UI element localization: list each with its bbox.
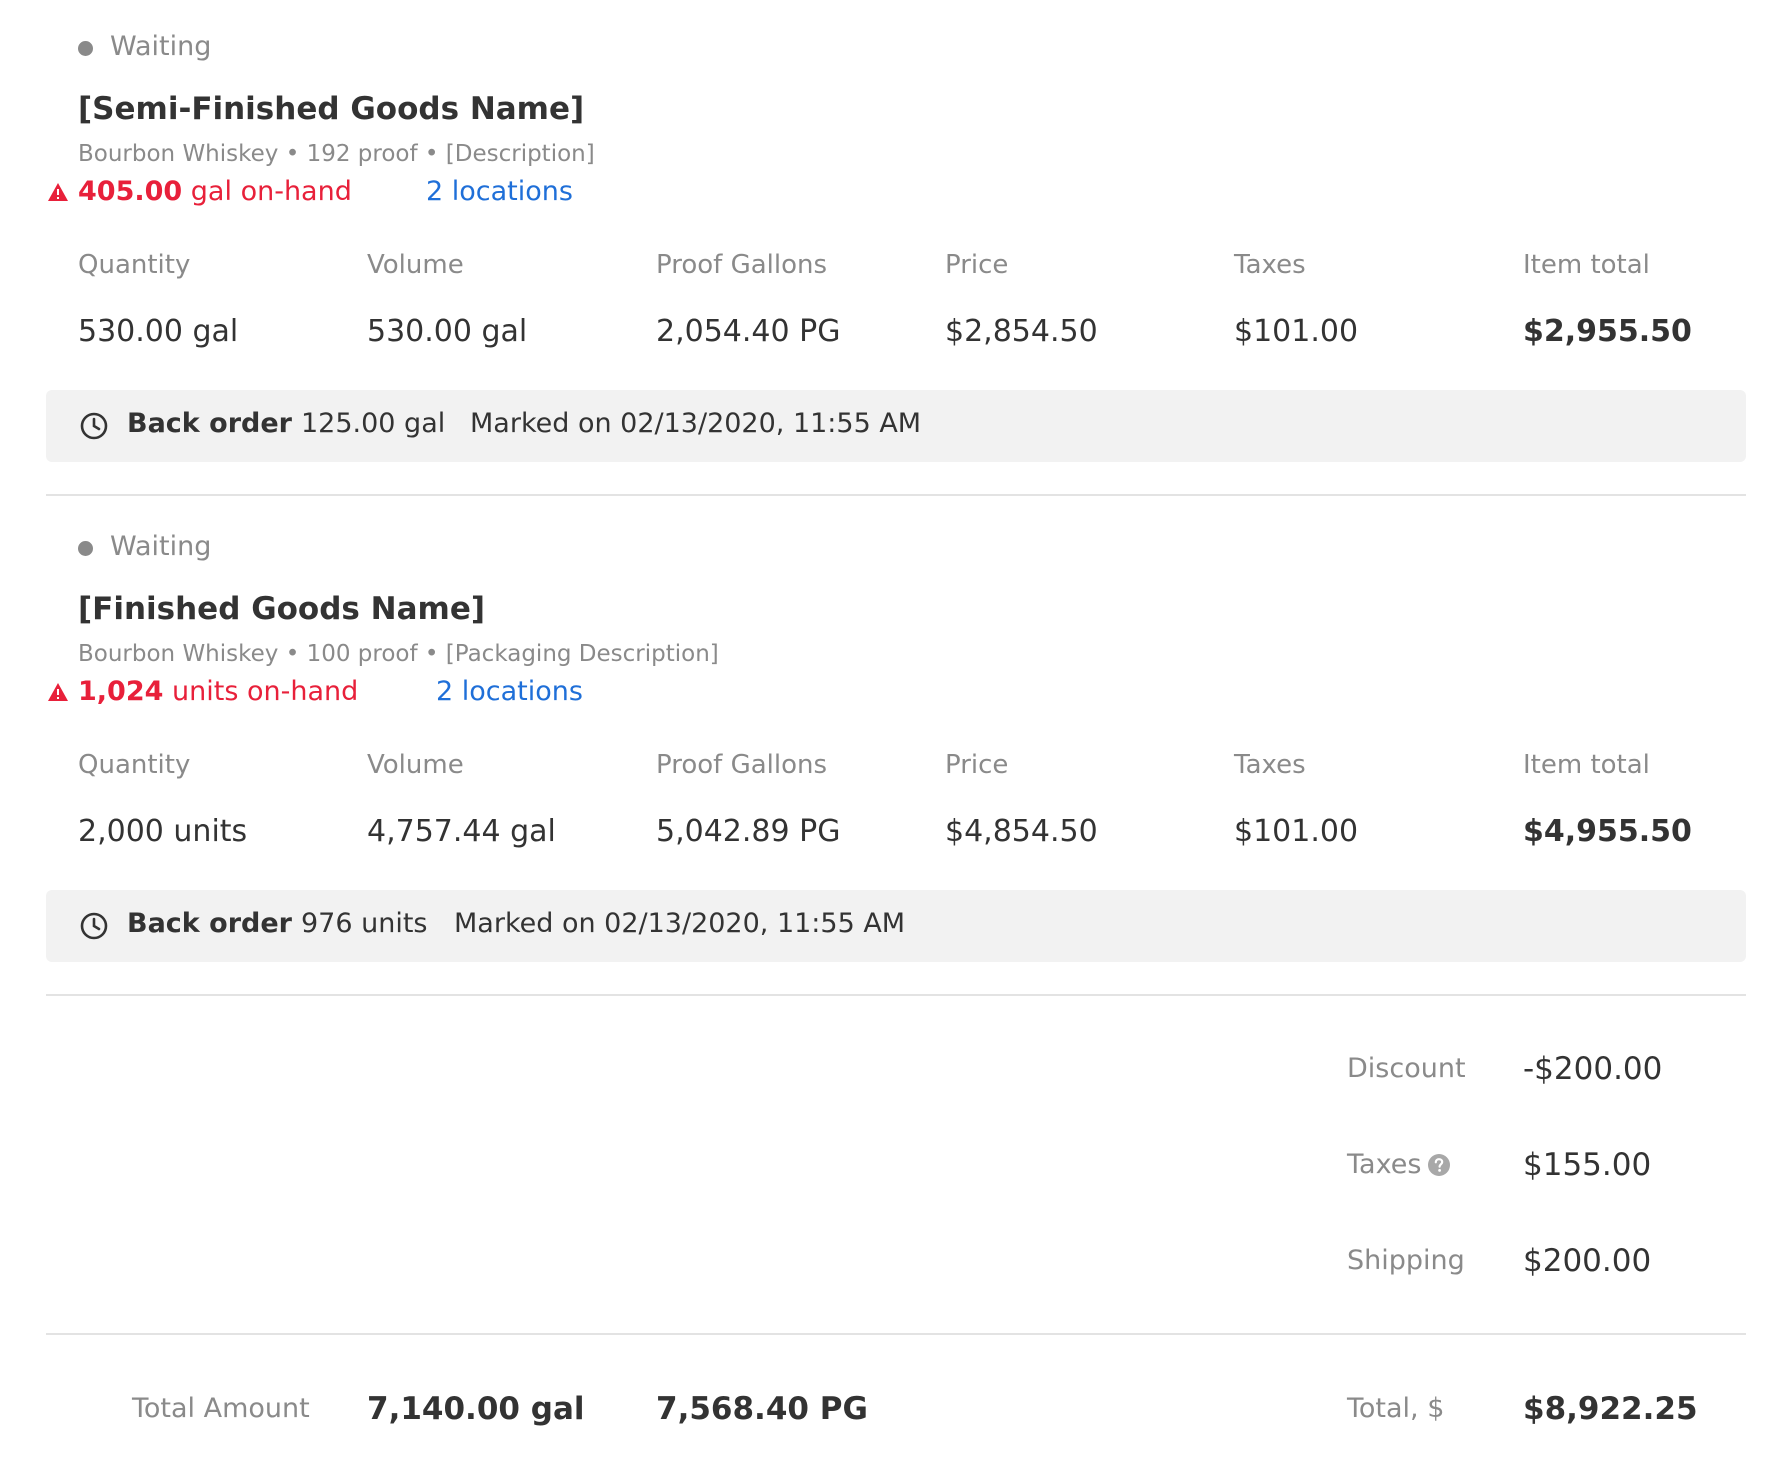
quantity-value: 2,000 units (78, 814, 248, 849)
backorder-bar: Back order 125.00 gal Marked on 02/13/20… (46, 390, 1746, 462)
warning-triangle-icon (48, 183, 68, 201)
quantity-value: 530.00 gal (78, 314, 239, 349)
item-name[interactable]: [Semi-Finished Goods Name] (78, 91, 585, 127)
price-header: Price (945, 250, 1009, 280)
proof-gallons-header: Proof Gallons (656, 750, 828, 780)
summary-divider (46, 994, 1746, 996)
taxes-value: $101.00 (1234, 314, 1359, 349)
total-volume-value: 7,140.00 gal (367, 1391, 585, 1427)
price-value: $4,854.50 (945, 814, 1098, 849)
backorder-qty: 976 units (301, 908, 428, 939)
volume-value: 4,757.44 gal (367, 814, 556, 849)
stock-on-hand: 405.00 gal on-hand (78, 176, 352, 207)
question-circle-icon[interactable] (1427, 1153, 1451, 1177)
item-divider (46, 494, 1746, 496)
totals-divider (46, 1333, 1746, 1335)
taxes-header: Taxes (1234, 250, 1306, 280)
proof-gallons-header: Proof Gallons (656, 250, 828, 280)
stock-unit: units on-hand (172, 676, 359, 707)
taxes-value: $155.00 (1523, 1147, 1652, 1183)
clock-icon (80, 912, 108, 940)
grand-total-value: $8,922.25 (1523, 1391, 1698, 1427)
status-dot-icon (78, 541, 93, 556)
item-total-header: Item total (1523, 750, 1650, 780)
price-value: $2,854.50 (945, 314, 1098, 349)
taxes-header: Taxes (1234, 750, 1306, 780)
item-total-header: Item total (1523, 250, 1650, 280)
status-text: Waiting (110, 31, 212, 62)
stock-unit: gal on-hand (190, 176, 352, 207)
clock-icon (80, 412, 108, 440)
discount-value: -$200.00 (1523, 1051, 1663, 1087)
item-meta: Bourbon Whiskey • 100 proof • [Packaging… (78, 641, 719, 667)
backorder-qty: 125.00 gal (301, 408, 446, 439)
taxes-value: $101.00 (1234, 814, 1359, 849)
backorder-marked: Marked on 02/13/2020, 11:55 AM (454, 908, 906, 939)
backorder-marked: Marked on 02/13/2020, 11:55 AM (470, 408, 922, 439)
item-meta: Bourbon Whiskey • 192 proof • [Descripti… (78, 141, 595, 167)
item-name[interactable]: [Finished Goods Name] (78, 591, 486, 627)
stock-on-hand: 1,024 units on-hand (78, 676, 358, 707)
proof-gallons-value: 2,054.40 PG (656, 314, 841, 349)
warning-triangle-icon (48, 683, 68, 701)
item-total-value: $2,955.50 (1523, 314, 1692, 349)
shipping-value: $200.00 (1523, 1243, 1652, 1279)
total-proof-gallons-value: 7,568.40 PG (656, 1391, 868, 1427)
stock-value: 405.00 (78, 176, 183, 207)
backorder-label: Back order (127, 408, 292, 439)
taxes-label: Taxes (1347, 1149, 1422, 1180)
stock-value: 1,024 (78, 676, 164, 707)
volume-header: Volume (367, 250, 464, 280)
quantity-header: Quantity (78, 750, 191, 780)
locations-link[interactable]: 2 locations (436, 676, 583, 707)
locations-link[interactable]: 2 locations (426, 176, 573, 207)
total-dollar-label: Total, $ (1347, 1393, 1445, 1424)
backorder-bar: Back order 976 units Marked on 02/13/202… (46, 890, 1746, 962)
status-dot-icon (78, 41, 93, 56)
proof-gallons-value: 5,042.89 PG (656, 814, 841, 849)
volume-header: Volume (367, 750, 464, 780)
backorder-label: Back order (127, 908, 292, 939)
shipping-label: Shipping (1347, 1245, 1465, 1276)
total-amount-label: Total Amount (132, 1393, 310, 1424)
volume-value: 530.00 gal (367, 314, 528, 349)
item-total-value: $4,955.50 (1523, 814, 1692, 849)
price-header: Price (945, 750, 1009, 780)
status-text: Waiting (110, 531, 212, 562)
quantity-header: Quantity (78, 250, 191, 280)
discount-label: Discount (1347, 1053, 1466, 1084)
